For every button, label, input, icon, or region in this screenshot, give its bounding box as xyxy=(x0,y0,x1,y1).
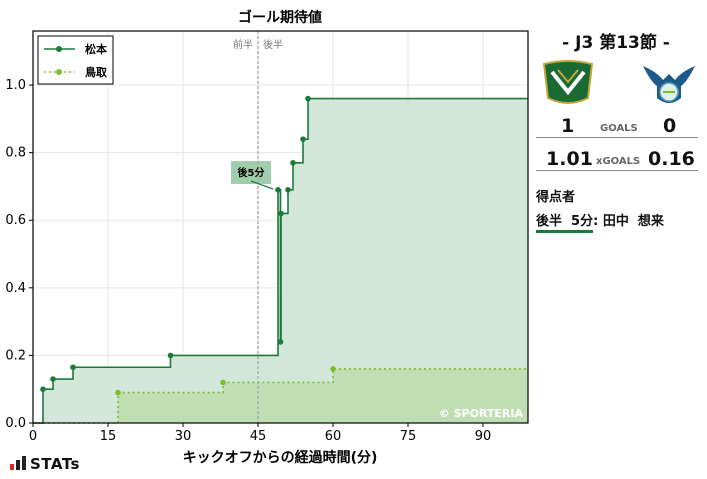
x-tick-label: 30 xyxy=(175,429,192,444)
shot-point xyxy=(277,339,284,345)
legend: 松本 鳥取 xyxy=(37,35,114,85)
series-area-away xyxy=(33,368,528,423)
legend-marker-away xyxy=(56,69,62,75)
x-tick-label: 15 xyxy=(100,429,117,444)
y-axis: 0.0 0.2 0.4 0.6 0.8 1.0 xyxy=(5,78,33,431)
chart-title: ゴール期待値 xyxy=(238,9,322,26)
watermark: © SPORTERIA xyxy=(439,407,524,420)
shot-point xyxy=(115,389,121,396)
xgoals-label: xGOALS xyxy=(596,156,641,167)
goal-annotation: 後5分 xyxy=(231,161,274,190)
stats-logo-icon xyxy=(10,456,26,470)
half-line: 前半 後半 xyxy=(233,31,283,423)
match-title: - J3 第13節 - xyxy=(562,33,670,53)
shot-point xyxy=(275,187,281,193)
x-tick-label: 90 xyxy=(475,429,492,444)
shot-point xyxy=(300,136,306,142)
y-tick-label: 0.2 xyxy=(5,348,26,363)
shot-point xyxy=(285,187,291,193)
home-xg: 1.01 xyxy=(546,148,593,170)
shot-point xyxy=(50,376,56,382)
legend-label-home: 松本 xyxy=(85,42,107,56)
shot-point xyxy=(167,352,174,359)
shot-point xyxy=(305,95,311,102)
x-tick-label: 75 xyxy=(400,429,417,444)
away-xg: 0.16 xyxy=(648,148,695,170)
xg-row: 1.01 xGOALS 0.16 xyxy=(536,148,698,171)
shot-point xyxy=(70,364,76,371)
score-row: 1 GOALS 0 xyxy=(536,115,698,138)
annotation-text: 後5分 xyxy=(238,166,265,179)
plot-frame xyxy=(32,30,529,424)
x-axis-label: キックオフからの経過時間(分) xyxy=(183,449,378,466)
goals-label: GOALS xyxy=(600,123,638,134)
y-tick-label: 0.8 xyxy=(5,146,26,161)
second-half-label: 後半 xyxy=(263,38,283,51)
y-tick-label: 0.6 xyxy=(5,213,26,228)
away-score: 0 xyxy=(663,115,677,137)
annotation-pointer xyxy=(250,180,274,190)
shot-point xyxy=(278,210,284,217)
shot-point xyxy=(330,366,336,372)
x-tick-label: 60 xyxy=(325,429,342,444)
annotation-box xyxy=(231,161,271,184)
scorer-time: 後半 5分 xyxy=(536,214,594,233)
brand-logo: STATs xyxy=(10,455,80,473)
x-tick-label: 0 xyxy=(29,429,37,444)
y-tick-label: 0.0 xyxy=(5,416,26,431)
legend-marker-home xyxy=(56,46,62,52)
home-crest-icon xyxy=(542,60,594,104)
x-axis: 0 15 30 45 60 75 90 xyxy=(29,423,491,444)
shot-point xyxy=(220,379,226,386)
legend-box xyxy=(37,35,114,85)
y-tick-label: 1.0 xyxy=(5,78,26,93)
y-tick-label: 0.4 xyxy=(5,281,26,296)
scorer-row: 後半 5分: 田中 想来 xyxy=(536,210,664,233)
x-tick-label: 45 xyxy=(250,429,267,444)
shot-point xyxy=(290,159,296,166)
away-crest-icon xyxy=(643,66,695,103)
scorers-heading: 得点者 xyxy=(536,190,576,205)
shot-point xyxy=(40,386,46,393)
first-half-label: 前半 xyxy=(233,38,253,51)
legend-label-away: 鳥取 xyxy=(85,65,107,79)
home-score: 1 xyxy=(561,115,575,137)
series-points xyxy=(40,95,336,396)
brand-text: STATs xyxy=(30,455,80,473)
scorer-name: : 田中 想来 xyxy=(593,214,664,229)
